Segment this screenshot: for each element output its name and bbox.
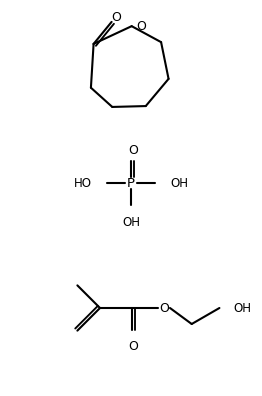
Text: O: O — [159, 301, 169, 314]
Text: P: P — [127, 177, 135, 190]
Text: OH: OH — [122, 216, 140, 229]
Text: O: O — [128, 340, 138, 353]
Text: O: O — [112, 11, 122, 25]
Text: OH: OH — [170, 177, 188, 190]
Text: OH: OH — [233, 301, 252, 314]
Text: O: O — [137, 20, 147, 32]
Text: O: O — [128, 143, 138, 156]
Text: HO: HO — [74, 177, 92, 190]
